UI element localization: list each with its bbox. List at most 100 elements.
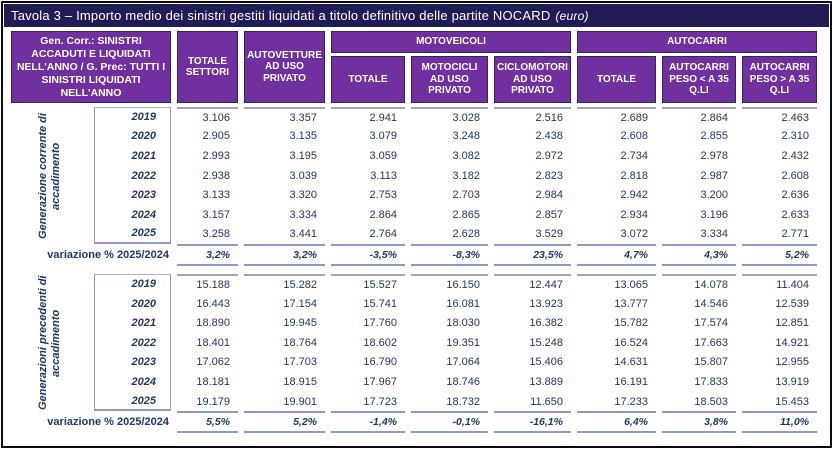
year-cell: 2024	[94, 372, 171, 392]
value-cell: 15.527	[331, 274, 405, 294]
value-cell: 2.771	[781, 228, 809, 241]
year-cell: 2022	[94, 332, 171, 353]
table-title-bar: Tavola 3 – Importo medio dei sinistri ge…	[4, 4, 829, 27]
value-cell: 3.133	[202, 189, 230, 202]
header-autocarri-totale: TOTALE	[577, 56, 656, 103]
value-cell: 2.972	[535, 149, 563, 162]
value-cell: 16.443	[196, 297, 230, 310]
value-cell: 12.955	[775, 356, 809, 369]
value-cell: 2.938	[202, 169, 230, 182]
value-cell: 14.078	[662, 274, 736, 294]
value-cell: 2.978	[700, 149, 728, 162]
value-cell: 3.195	[289, 149, 317, 162]
value-cell: 18.915	[283, 375, 317, 388]
value-cell: 2.703	[452, 189, 480, 202]
year-cell: 2024	[94, 204, 171, 225]
value-cell: 2.636	[781, 189, 809, 202]
value-cell: 18.401	[196, 336, 230, 349]
value-cell: 15.782	[614, 317, 648, 330]
value-cell: 17.062	[196, 356, 230, 369]
value-cell: 16.790	[363, 356, 397, 369]
value-cell: 3.441	[289, 228, 317, 241]
value-cell: 12.447	[494, 274, 571, 294]
year-cell: 2023	[94, 185, 171, 205]
value-cell: 18.030	[446, 317, 480, 330]
value-cell: 3.357	[244, 107, 325, 127]
value-cell: 18.181	[196, 375, 230, 388]
value-cell: 2.438	[535, 130, 563, 143]
value-cell: 2.941	[331, 107, 405, 127]
value-cell: 3.258	[202, 228, 230, 241]
value-cell: 17.233	[614, 395, 648, 408]
value-cell: 16.191	[614, 375, 648, 388]
value-cell: 19.945	[283, 317, 317, 330]
value-cell: 15.741	[363, 297, 397, 310]
variation-row-corrente: variazione % 2025/2024 3,2% 3,2% -3,5% -8,3%…	[3, 244, 830, 267]
header-ciclomotori: CICLOMOTORI AD USO PRIVATO	[494, 56, 571, 103]
variation-value-cell: 3,2%	[177, 244, 238, 267]
year-cell: 2021	[94, 146, 171, 166]
variation-value-cell: 4,7%	[577, 244, 656, 267]
value-cell: 2.984	[535, 189, 563, 202]
value-cell: 18.602	[363, 336, 397, 349]
value-cell: 15.406	[529, 356, 563, 369]
value-cell: 17.967	[363, 375, 397, 388]
value-cell: 15.248	[529, 336, 563, 349]
variation-value-cell: -8,3%	[411, 244, 488, 267]
table-title: Tavola 3 – Importo medio dei sinistri ge…	[11, 8, 551, 23]
variation-value-cell: -16,1%	[494, 411, 571, 434]
value-cell: 17.574	[694, 317, 728, 330]
value-cell: 14.546	[694, 297, 728, 310]
value-cell: 2.823	[535, 169, 563, 182]
value-cell: 12.539	[775, 297, 809, 310]
value-cell: 19.179	[196, 395, 230, 408]
value-cell: 17.833	[694, 375, 728, 388]
value-cell: 2.734	[620, 149, 648, 162]
year-cell: 2020	[94, 293, 171, 314]
value-cell: 2.993	[202, 149, 230, 162]
table-title-unit: (euro)	[555, 8, 589, 23]
header-autocarri-peso-minore: AUTOCARRI PESO < A 35 Q.LI	[662, 56, 736, 103]
value-cell: 17.663	[694, 336, 728, 349]
value-cell: 3.320	[289, 189, 317, 202]
value-cell: 3.248	[452, 130, 480, 143]
value-cell: 13.919	[775, 375, 809, 388]
value-cell: 3.196	[700, 208, 728, 221]
value-cell: 3.135	[289, 130, 317, 143]
generation-label-wrap: Generazioni precedenti di accadimento	[11, 274, 88, 411]
value-cell: 13.889	[529, 375, 563, 388]
value-cell: 3.106	[177, 107, 238, 127]
header-motocicli: MOTOCICLI AD USO PRIVATO	[411, 56, 488, 103]
header-autocarri-peso-maggiore: AUTOCARRI PESO > A 35 Q.LI	[742, 56, 817, 103]
value-cell: 16.382	[529, 317, 563, 330]
value-cell: 2.633	[781, 208, 809, 221]
value-cell: 2.855	[700, 130, 728, 143]
value-cell: 14.921	[775, 336, 809, 349]
block-generazione-corrente: Generazione corrente di accadimento 2019 3…	[3, 107, 830, 245]
value-cell: 13.065	[577, 274, 656, 294]
header-group-autocarri: AUTOCARRI	[577, 31, 817, 53]
generation-label: Generazioni precedenti di accadimento	[36, 275, 62, 410]
value-cell: 3.157	[202, 208, 230, 221]
value-cell: 2.628	[452, 228, 480, 241]
variation-value-cell: 3,2%	[244, 244, 325, 267]
value-cell: 2.905	[202, 130, 230, 143]
year-cell: 2025	[94, 224, 171, 245]
variation-value-cell: 5,2%	[742, 244, 817, 267]
variation-value-cell: -1,4%	[331, 411, 405, 434]
value-cell: 13.923	[529, 297, 563, 310]
variation-value-cell: 23,5%	[494, 244, 571, 267]
variation-value-cell: -3,5%	[331, 244, 405, 267]
value-cell: 16.150	[411, 274, 488, 294]
value-cell: 2.516	[494, 107, 571, 127]
year-cell: 2019	[94, 274, 171, 294]
value-cell: 16.524	[614, 336, 648, 349]
value-cell: 3.082	[452, 149, 480, 162]
value-cell: 2.818	[620, 169, 648, 182]
value-cell: 2.864	[369, 208, 397, 221]
value-cell: 2.857	[535, 208, 563, 221]
value-cell: 2.432	[781, 149, 809, 162]
header-row-label: Gen. Corr.: SINISTRI ACCADUTI E LIQUIDAT…	[11, 31, 171, 103]
value-cell: 2.864	[662, 107, 736, 127]
value-cell: 11.650	[530, 395, 563, 408]
